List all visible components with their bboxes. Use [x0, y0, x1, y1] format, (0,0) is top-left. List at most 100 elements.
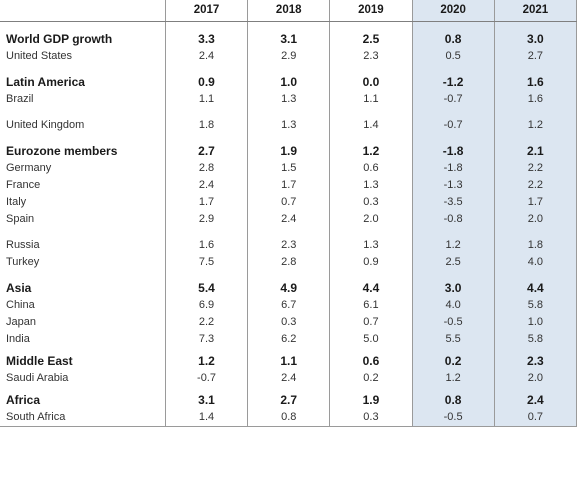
spacer-row — [0, 108, 578, 117]
table-row: Turkey 7.5 2.8 0.9 2.5 4.0 — [0, 254, 578, 271]
value-cell-2017: 1.2 — [164, 353, 248, 370]
value-cell-2018: 1.3 — [247, 91, 330, 108]
row-label: World GDP growth — [6, 32, 113, 46]
value-cell-2020: 0.2 — [411, 353, 495, 370]
value-cell-2021: 1.8 — [493, 237, 578, 254]
value-cell-2019: 2.0 — [329, 211, 413, 228]
value-cell-2017: 2.8 — [164, 160, 248, 177]
row-label: India — [6, 333, 30, 345]
table-row: Asia 5.4 4.9 4.4 3.0 4.4 — [0, 280, 578, 297]
row-label: Africa — [6, 393, 41, 407]
header-row: 2017 2018 2019 2020 2021 — [0, 0, 578, 22]
value-cell-2019: 0.7 — [329, 314, 413, 331]
value-cell-2017: 2.2 — [164, 314, 248, 331]
value-cell-2017: 3.3 — [164, 31, 248, 48]
table-row: Japan 2.2 0.3 0.7 -0.5 1.0 — [0, 314, 578, 331]
value-cell-2020: -0.7 — [411, 117, 495, 134]
header-year-2018: 2018 — [247, 0, 330, 22]
value-cell-2018: 1.1 — [247, 353, 330, 370]
row-label: Spain — [6, 213, 35, 225]
value-cell-2018: 2.8 — [247, 254, 330, 271]
row-label: Russia — [6, 239, 40, 251]
table-row: South Africa 1.4 0.8 0.3 -0.5 0.7 — [0, 409, 578, 427]
spacer-row — [0, 134, 578, 143]
table-row: Africa 3.1 2.7 1.9 0.8 2.4 — [0, 392, 578, 409]
value-cell-2019: 1.3 — [329, 237, 413, 254]
row-label: Eurozone members — [6, 144, 118, 158]
value-cell-2021: 1.7 — [493, 194, 578, 211]
value-cell-2020: 1.2 — [411, 370, 495, 387]
value-cell-2021: 3.0 — [493, 31, 578, 48]
row-label: Saudi Arabia — [6, 372, 69, 384]
value-cell-2018: 1.9 — [247, 143, 330, 160]
value-cell-2020: 4.0 — [411, 297, 495, 314]
table-row: Eurozone members 2.7 1.9 1.2 -1.8 2.1 — [0, 143, 578, 160]
value-cell-2020: -0.8 — [411, 211, 495, 228]
value-cell-2017: 1.4 — [164, 409, 248, 427]
table-row: France 2.4 1.7 1.3 -1.3 2.2 — [0, 177, 578, 194]
value-cell-2017: 2.4 — [164, 48, 248, 65]
spacer-row — [0, 271, 578, 280]
value-cell-2020: -1.2 — [411, 74, 495, 91]
value-cell-2019: 2.3 — [329, 48, 413, 65]
value-cell-2021: 5.8 — [493, 331, 578, 348]
table-row: Spain 2.9 2.4 2.0 -0.8 2.0 — [0, 211, 578, 228]
gdp-growth-table: 2017 2018 2019 2020 2021 World GDP growt… — [0, 0, 578, 427]
value-cell-2019: 0.9 — [329, 254, 413, 271]
value-cell-2018: 6.7 — [247, 297, 330, 314]
value-cell-2017: 1.6 — [164, 237, 248, 254]
value-cell-2018: 2.9 — [247, 48, 330, 65]
table-row: Russia 1.6 2.3 1.3 1.2 1.8 — [0, 237, 578, 254]
row-label: China — [6, 299, 35, 311]
table-row: Italy 1.7 0.7 0.3 -3.5 1.7 — [0, 194, 578, 211]
value-cell-2019: 1.4 — [329, 117, 413, 134]
value-cell-2017: 0.9 — [164, 74, 248, 91]
value-cell-2019: 5.0 — [329, 331, 413, 348]
value-cell-2018: 1.0 — [247, 74, 330, 91]
value-cell-2021: 2.4 — [493, 392, 578, 409]
value-cell-2021: 2.7 — [493, 48, 578, 65]
value-cell-2017: 7.5 — [164, 254, 248, 271]
value-cell-2021: 0.7 — [493, 409, 578, 427]
value-cell-2019: 0.6 — [329, 353, 413, 370]
header-year-2019: 2019 — [329, 0, 413, 22]
value-cell-2019: 0.3 — [329, 409, 413, 427]
header-year-2017: 2017 — [164, 0, 248, 22]
value-cell-2020: 3.0 — [411, 280, 495, 297]
value-cell-2021: 5.8 — [493, 297, 578, 314]
row-label: Turkey — [6, 256, 40, 268]
value-cell-2021: 4.0 — [493, 254, 578, 271]
value-cell-2017: 5.4 — [164, 280, 248, 297]
value-cell-2021: 1.6 — [493, 74, 578, 91]
value-cell-2021: 1.0 — [493, 314, 578, 331]
value-cell-2020: -3.5 — [411, 194, 495, 211]
table-row: China 6.9 6.7 6.1 4.0 5.8 — [0, 297, 578, 314]
header-label-cell — [0, 0, 166, 22]
value-cell-2018: 4.9 — [247, 280, 330, 297]
spacer-row — [0, 21, 578, 31]
table-row: World GDP growth 3.3 3.1 2.5 0.8 3.0 — [0, 31, 578, 48]
value-cell-2020: 2.5 — [411, 254, 495, 271]
value-cell-2021: 1.2 — [493, 117, 578, 134]
value-cell-2019: 0.3 — [329, 194, 413, 211]
spacer-row — [0, 228, 578, 237]
value-cell-2017: 1.8 — [164, 117, 248, 134]
row-label: France — [6, 179, 41, 191]
value-cell-2020: 1.2 — [411, 237, 495, 254]
row-label: Japan — [6, 316, 36, 328]
table-body: World GDP growth 3.3 3.1 2.5 0.8 3.0 United St… — [0, 21, 578, 427]
value-cell-2019: 1.2 — [329, 143, 413, 160]
value-cell-2017: 3.1 — [164, 392, 248, 409]
table-row: Germany 2.8 1.5 0.6 -1.8 2.2 — [0, 160, 578, 177]
value-cell-2019: 1.9 — [329, 392, 413, 409]
header-year-2021: 2021 — [493, 0, 578, 22]
value-cell-2020: 0.5 — [411, 48, 495, 65]
row-label: United Kingdom — [6, 119, 85, 131]
value-cell-2018: 1.3 — [247, 117, 330, 134]
row-label: Germany — [6, 162, 52, 174]
value-cell-2018: 2.3 — [247, 237, 330, 254]
value-cell-2017: 6.9 — [164, 297, 248, 314]
header-year-2020: 2020 — [411, 0, 495, 22]
value-cell-2020: 0.8 — [411, 31, 495, 48]
row-label: Italy — [6, 196, 27, 208]
